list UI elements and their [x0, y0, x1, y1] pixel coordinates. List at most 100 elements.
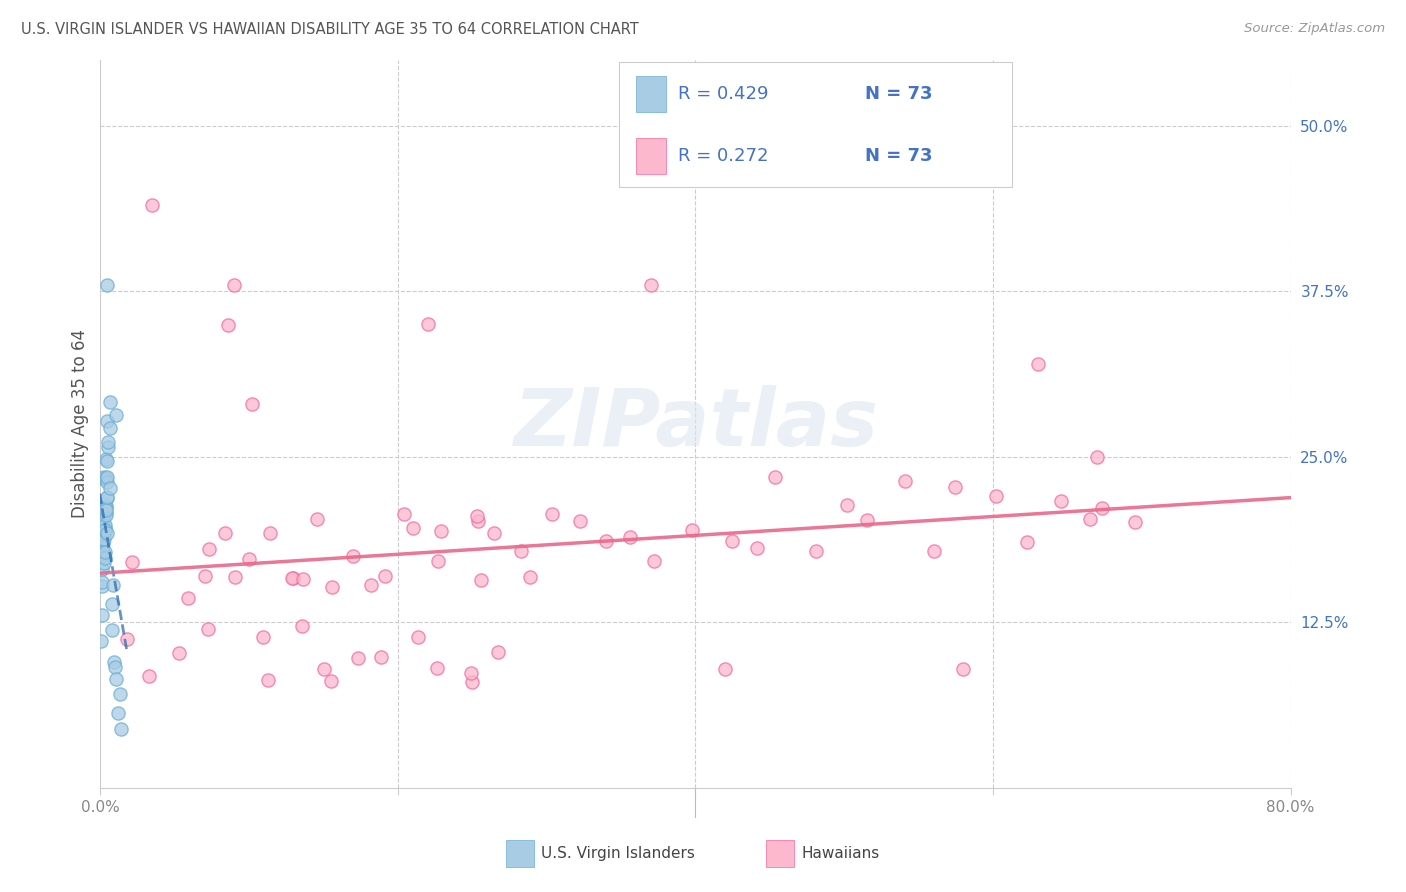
Point: [97, 440, 120, 454]
Point: [197, 622, 219, 636]
Point: [804, 544, 827, 558]
Point: [252, 630, 274, 644]
Point: [837, 498, 859, 512]
Point: [347, 651, 370, 665]
Point: [104, 408, 127, 422]
Point: [943, 480, 966, 494]
Point: [97, 434, 120, 449]
Point: [460, 665, 482, 680]
Point: [374, 568, 396, 582]
Point: [90, 527, 112, 541]
Text: R = 0.429: R = 0.429: [678, 85, 768, 103]
Point: [342, 549, 364, 563]
Point: [107, 706, 129, 720]
Point: [1085, 450, 1108, 464]
Point: [96, 525, 118, 540]
Point: [90, 561, 112, 575]
Point: [100, 624, 122, 638]
Text: N = 73: N = 73: [865, 147, 932, 165]
Point: [257, 673, 280, 687]
Point: [91, 526, 114, 541]
Point: [568, 514, 591, 528]
Point: [429, 524, 451, 539]
Point: [595, 534, 617, 549]
Text: ZIPatlas: ZIPatlas: [513, 384, 877, 463]
Point: [461, 674, 484, 689]
Point: [720, 534, 742, 549]
Text: N = 73: N = 73: [865, 85, 932, 103]
Point: [745, 541, 768, 555]
Point: [1078, 512, 1101, 526]
Point: [96, 491, 118, 505]
Point: [470, 573, 492, 587]
Point: [281, 571, 304, 585]
Point: [94, 550, 117, 565]
Point: [1015, 535, 1038, 549]
Point: [105, 672, 128, 686]
Text: U.S. VIRGIN ISLANDER VS HAWAIIAN DISABILITY AGE 35 TO 64 CORRELATION CHART: U.S. VIRGIN ISLANDER VS HAWAIIAN DISABIL…: [21, 22, 638, 37]
Point: [488, 645, 510, 659]
Point: [1049, 493, 1071, 508]
Point: [292, 572, 315, 586]
Point: [138, 669, 160, 683]
Point: [93, 527, 115, 541]
Point: [96, 500, 118, 514]
Point: [643, 554, 665, 568]
Point: [224, 569, 246, 583]
Point: [1091, 501, 1114, 516]
Point: [96, 277, 118, 292]
Point: [91, 545, 114, 559]
Point: [370, 649, 392, 664]
Point: [312, 662, 335, 676]
Point: [93, 523, 115, 537]
Point: [214, 526, 236, 541]
Point: [519, 570, 541, 584]
Point: [640, 277, 662, 292]
Point: [167, 646, 190, 660]
Point: [94, 452, 117, 467]
Point: [104, 659, 127, 673]
Point: [91, 526, 114, 541]
Point: [541, 507, 564, 521]
Point: [91, 547, 114, 561]
Point: [91, 513, 114, 527]
Point: [93, 470, 115, 484]
Point: [96, 475, 118, 489]
Point: [121, 555, 143, 569]
Point: [291, 619, 314, 633]
Point: [94, 502, 117, 516]
Point: [509, 543, 531, 558]
Point: [305, 512, 328, 526]
Point: [198, 541, 221, 556]
Point: [91, 545, 114, 559]
Point: [224, 277, 246, 292]
Point: [238, 552, 260, 566]
Point: [217, 318, 239, 332]
Point: [96, 414, 118, 428]
Point: [93, 521, 115, 535]
Point: [319, 673, 342, 688]
Text: U.S. Virgin Islanders: U.S. Virgin Islanders: [541, 847, 695, 861]
Point: [984, 489, 1007, 503]
Point: [98, 395, 121, 409]
Point: [427, 554, 450, 568]
Point: [93, 524, 115, 538]
Point: [93, 532, 115, 546]
Point: [714, 662, 737, 676]
Point: [856, 513, 879, 527]
Point: [90, 634, 112, 648]
Point: [91, 471, 114, 485]
Point: [93, 497, 115, 511]
Point: [96, 453, 118, 467]
Point: [141, 198, 163, 212]
Point: [110, 723, 132, 737]
Point: [482, 525, 505, 540]
Point: [91, 608, 114, 623]
Point: [94, 508, 117, 522]
Point: [681, 523, 703, 537]
Point: [1123, 515, 1146, 529]
Point: [103, 655, 125, 669]
Point: [281, 571, 304, 585]
Point: [392, 508, 415, 522]
Point: [416, 318, 439, 332]
